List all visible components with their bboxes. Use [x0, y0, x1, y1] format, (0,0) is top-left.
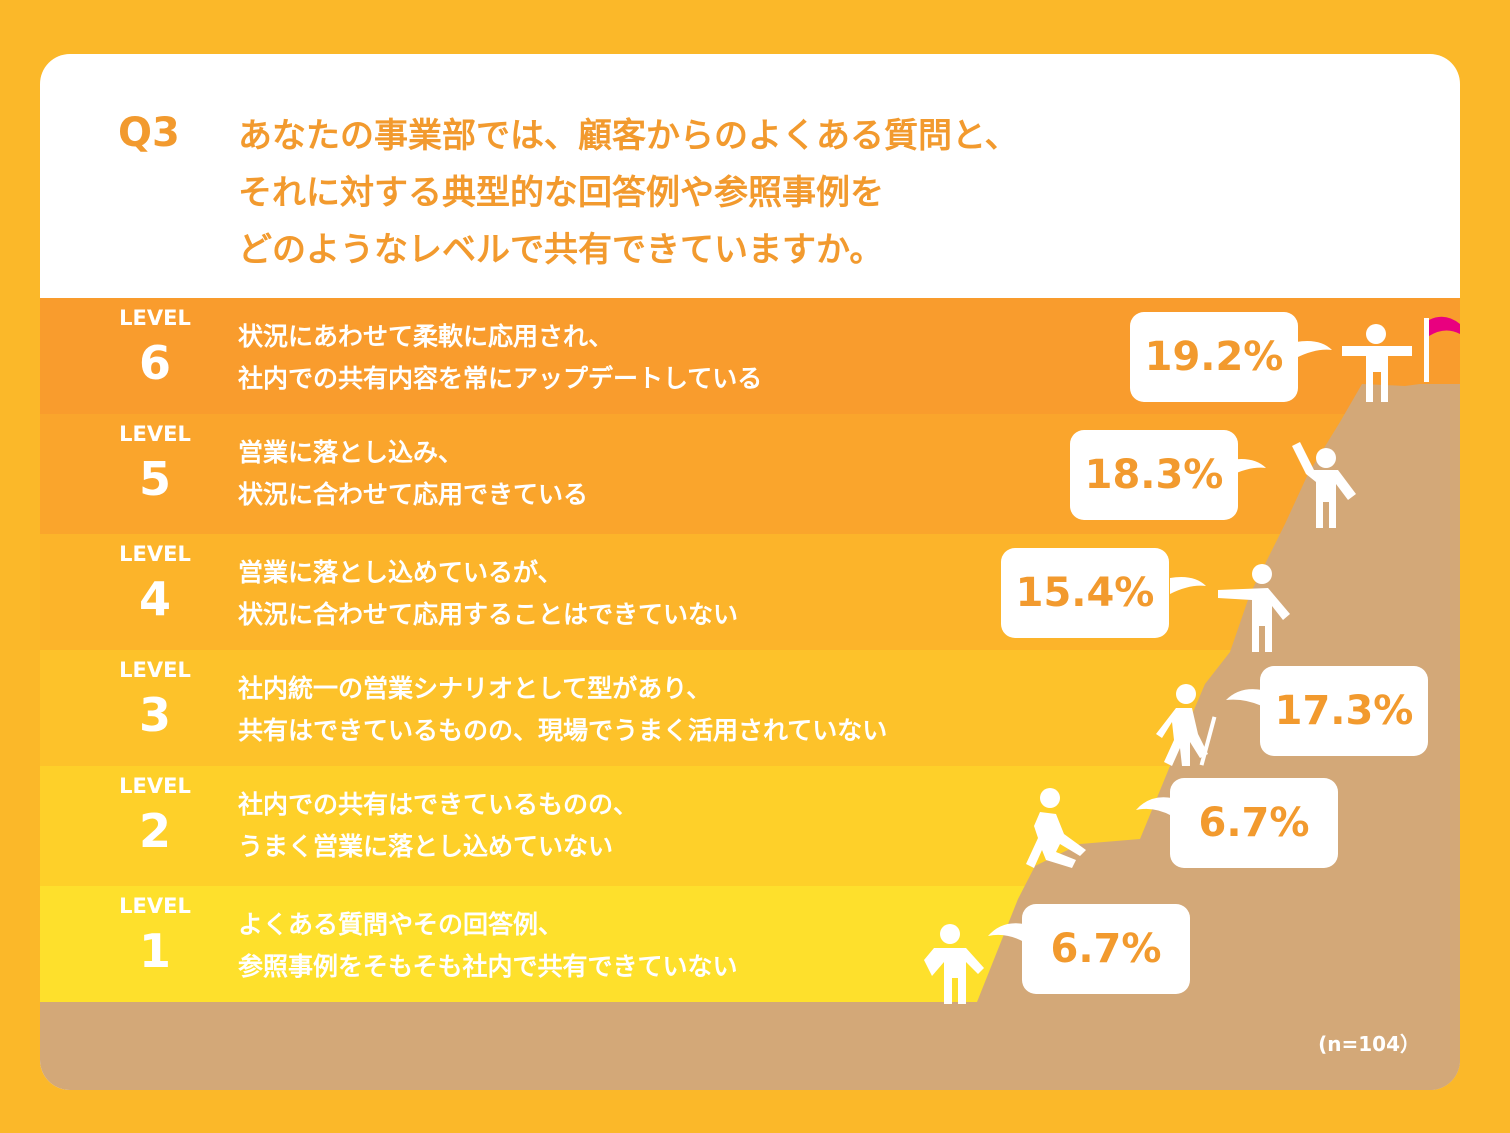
person-level-2-icon	[1026, 788, 1086, 868]
bubble-tail-5	[1230, 459, 1266, 476]
value-label: 18.3%	[1084, 452, 1224, 498]
level-description-line: 状況に合わせて応用できている	[238, 480, 589, 509]
value-label: 6.7%	[1198, 800, 1310, 846]
level-tag: LEVEL	[119, 306, 191, 330]
level-tag: LEVEL	[119, 774, 191, 798]
question-text: あなたの事業部では、顧客からのよくある質問と、 それに対する典型的な回答例や参照…	[238, 108, 1338, 279]
bubble-tail-1	[988, 923, 1024, 942]
level-description: 社内統一の営業シナリオとして型があり、共有はできているものの、現場でうまく活用さ…	[238, 668, 1058, 752]
level-description: 状況にあわせて柔軟に応用され、社内での共有内容を常にアップデートしている	[238, 316, 1058, 400]
level-tag: LEVEL	[119, 422, 191, 446]
bubble-tail-2	[1136, 797, 1172, 816]
value-bubble: 17.3%	[1260, 666, 1428, 756]
level-number: 3	[138, 688, 171, 742]
level-description: 社内での共有はできているものの、 うまく営業に落とし込めていない	[238, 784, 1058, 868]
value-label: 19.2%	[1144, 334, 1284, 380]
value-label: 17.3%	[1274, 688, 1414, 734]
level-description-line: 営業に落とし込めているが、	[238, 558, 563, 587]
level-description: 営業に落とし込めているが、状況に合わせて応用することはできていない	[238, 552, 1058, 636]
value-bubble: 19.2%	[1130, 312, 1298, 402]
bubble-tail-6	[1296, 341, 1332, 358]
level-description-line: よくある質問やその回答例、	[238, 910, 564, 939]
bubble-tail-4	[1170, 577, 1206, 594]
person-level-5-icon	[1292, 442, 1356, 528]
level-description-line: 社内での共有はできているものの、	[238, 790, 639, 819]
value-label: 6.7%	[1050, 926, 1162, 972]
level-description: 営業に落とし込み、状況に合わせて応用できている	[238, 432, 1058, 516]
level-description-line: 参照事例をそもそも社内で共有できていない	[238, 952, 738, 981]
level-number: 6	[138, 336, 171, 390]
level-description-line: 営業に落とし込み、	[238, 438, 464, 467]
bubble-tail-3	[1226, 689, 1262, 706]
level-tag: LEVEL	[119, 894, 191, 918]
level-description-line: 社内での共有内容を常にアップデートしている	[238, 364, 763, 393]
question-line: それに対する典型的な回答例や参照事例を	[238, 173, 884, 213]
question-number: Q3	[118, 110, 180, 156]
value-bubble: 18.3%	[1070, 430, 1238, 520]
level-description-line: 共有はできているものの、現場でうまく活用されていない	[238, 716, 888, 745]
level-number: 4	[138, 572, 171, 626]
level-description-line: 状況にあわせて柔軟に応用され、	[238, 322, 614, 351]
value-bubble: 6.7%	[1170, 778, 1338, 868]
survey-card: Q3 あなたの事業部では、顧客からのよくある質問と、 それに対する典型的な回答例…	[40, 54, 1460, 1090]
question-line: どのようなレベルで共有できていますか。	[238, 230, 884, 270]
question-line: あなたの事業部では、顧客からのよくある質問と、	[238, 116, 1019, 156]
level-description: よくある質問やその回答例、参照事例をそもそも社内で共有できていない	[238, 904, 1058, 988]
sample-size-note: (n=104）	[1318, 1032, 1420, 1056]
value-label: 15.4%	[1015, 570, 1155, 616]
value-bubble: 6.7%	[1022, 904, 1190, 994]
person-level-4-icon	[1218, 564, 1290, 652]
level-number: 5	[138, 452, 171, 506]
level-description-line: 状況に合わせて応用することはできていない	[238, 600, 739, 629]
flag-icon	[1424, 316, 1460, 382]
level-tag: LEVEL	[119, 542, 191, 566]
level-number: 2	[138, 804, 171, 858]
level-number: 1	[138, 924, 171, 978]
level-description-line: うまく営業に落とし込めていない	[238, 832, 614, 861]
person-level-6-icon	[1342, 324, 1412, 402]
value-bubble: 15.4%	[1001, 548, 1169, 638]
person-level-3-icon	[1156, 684, 1217, 766]
level-tag: LEVEL	[119, 658, 191, 682]
level-description-line: 社内統一の営業シナリオとして型があり、	[238, 674, 712, 703]
person-level-1-icon	[924, 924, 984, 1004]
